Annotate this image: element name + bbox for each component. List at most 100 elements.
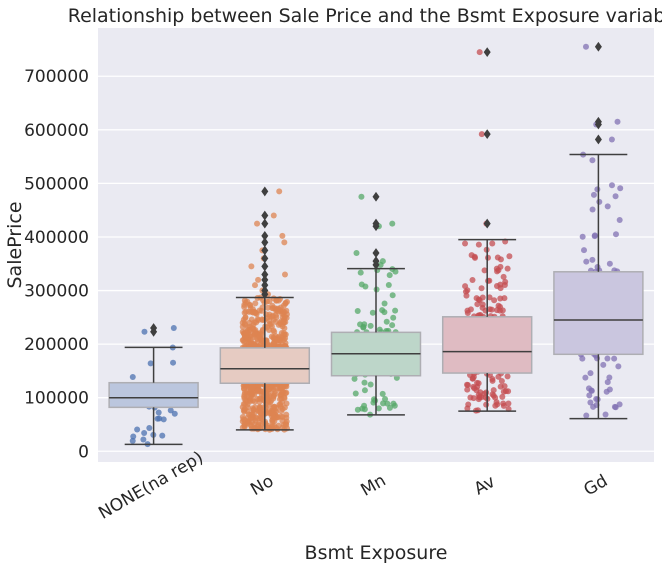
strip-point — [611, 403, 618, 410]
strip-point — [390, 314, 397, 321]
box-4 — [553, 271, 644, 356]
strip-point — [589, 157, 596, 164]
strip-point — [249, 324, 256, 331]
strip-point — [469, 276, 476, 283]
strip-point — [247, 390, 254, 397]
strip-point — [273, 314, 280, 321]
strip-point — [585, 385, 592, 392]
strip-point — [241, 406, 248, 413]
strip-point — [475, 241, 482, 248]
strip-point — [389, 220, 396, 227]
strip-point — [353, 250, 360, 257]
strip-point — [270, 340, 277, 347]
strip-point — [252, 300, 259, 307]
strip-point — [283, 414, 290, 421]
strip-point — [280, 330, 287, 337]
outlier-marker — [483, 47, 491, 58]
box-3 — [441, 316, 533, 374]
strip-point — [171, 410, 178, 417]
strip-point — [241, 301, 248, 308]
strip-point — [351, 375, 358, 382]
strip-point — [498, 378, 505, 385]
strip-point — [159, 432, 166, 439]
strip-point — [484, 254, 491, 261]
strip-point — [258, 415, 265, 422]
strip-point — [257, 409, 264, 416]
y-tick-label: 600000 — [24, 121, 89, 141]
strip-point — [250, 309, 257, 316]
strip-point — [129, 437, 136, 444]
strip-point — [589, 206, 596, 213]
strip-point — [476, 49, 483, 56]
strip-point — [467, 306, 474, 313]
strip-point — [256, 404, 263, 411]
outlier-marker — [261, 274, 269, 285]
strip-point — [249, 383, 256, 390]
strip-point — [239, 424, 246, 431]
outlier-marker — [594, 134, 602, 145]
strip-point — [606, 374, 613, 381]
outlier-marker — [372, 191, 380, 202]
strip-point — [616, 401, 623, 408]
strip-point — [380, 400, 387, 407]
strip-point — [281, 325, 288, 332]
strip-point — [383, 318, 390, 325]
strip-point — [279, 232, 286, 239]
strip-point — [271, 390, 278, 397]
strip-point — [147, 360, 154, 367]
strip-point — [170, 325, 177, 332]
strip-point — [389, 292, 396, 299]
strip-point — [611, 355, 618, 362]
strip-point — [154, 415, 161, 422]
strip-point — [278, 408, 285, 415]
strip-point — [251, 331, 258, 338]
outlier-marker — [372, 256, 380, 266]
strip-point — [587, 370, 594, 377]
strip-point — [270, 327, 277, 334]
strip-point — [283, 307, 290, 314]
strip-point — [251, 282, 258, 289]
strip-point — [463, 292, 470, 299]
strip-point — [358, 193, 365, 200]
strip-point — [367, 322, 374, 329]
strip-point — [354, 406, 361, 413]
strip-point — [499, 307, 506, 314]
strip-point — [389, 322, 396, 329]
strip-point — [361, 387, 368, 394]
strip-point — [486, 294, 493, 301]
y-tick-label: 100000 — [24, 389, 89, 409]
strip-point — [615, 363, 622, 370]
strip-point — [379, 258, 386, 265]
strip-point — [358, 281, 365, 288]
strip-point — [467, 394, 474, 401]
strip-point — [276, 396, 283, 403]
strip-point — [502, 278, 509, 285]
strip-point — [258, 307, 265, 314]
strip-point — [146, 424, 153, 431]
strip-point — [612, 231, 619, 238]
strip-point — [500, 273, 507, 280]
x-axis-label: Bsmt Exposure — [305, 542, 448, 564]
strip-point — [462, 240, 469, 247]
strip-point — [276, 188, 283, 195]
strip-point — [470, 383, 477, 390]
strip-point — [239, 323, 246, 330]
strip-point — [267, 321, 274, 328]
strip-point — [489, 240, 496, 247]
strip-point — [478, 131, 485, 138]
strip-point — [587, 399, 594, 406]
strip-point — [270, 305, 277, 312]
boxes — [108, 41, 644, 446]
outlier-marker — [483, 218, 491, 229]
strip-point — [608, 136, 615, 143]
strip-point — [493, 283, 500, 290]
strip-point — [283, 421, 290, 428]
strip-point — [606, 386, 613, 393]
strip-point — [278, 318, 285, 325]
strip-point — [386, 272, 393, 279]
strip-point — [354, 307, 361, 314]
strip-point — [369, 309, 376, 316]
strip-point — [606, 260, 613, 267]
outlier-marker — [372, 248, 380, 258]
y-tick-labels: 0 100000 200000 300000 400000 500000 600000 700… — [24, 67, 89, 462]
